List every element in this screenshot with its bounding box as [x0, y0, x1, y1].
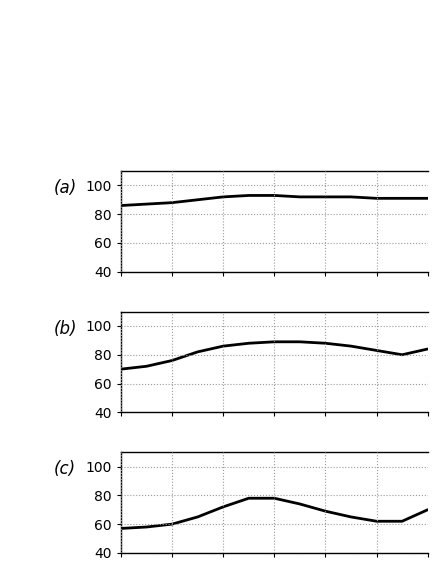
Text: (a): (a)	[54, 179, 77, 197]
Text: (c): (c)	[54, 460, 76, 478]
Text: (b): (b)	[54, 320, 77, 337]
